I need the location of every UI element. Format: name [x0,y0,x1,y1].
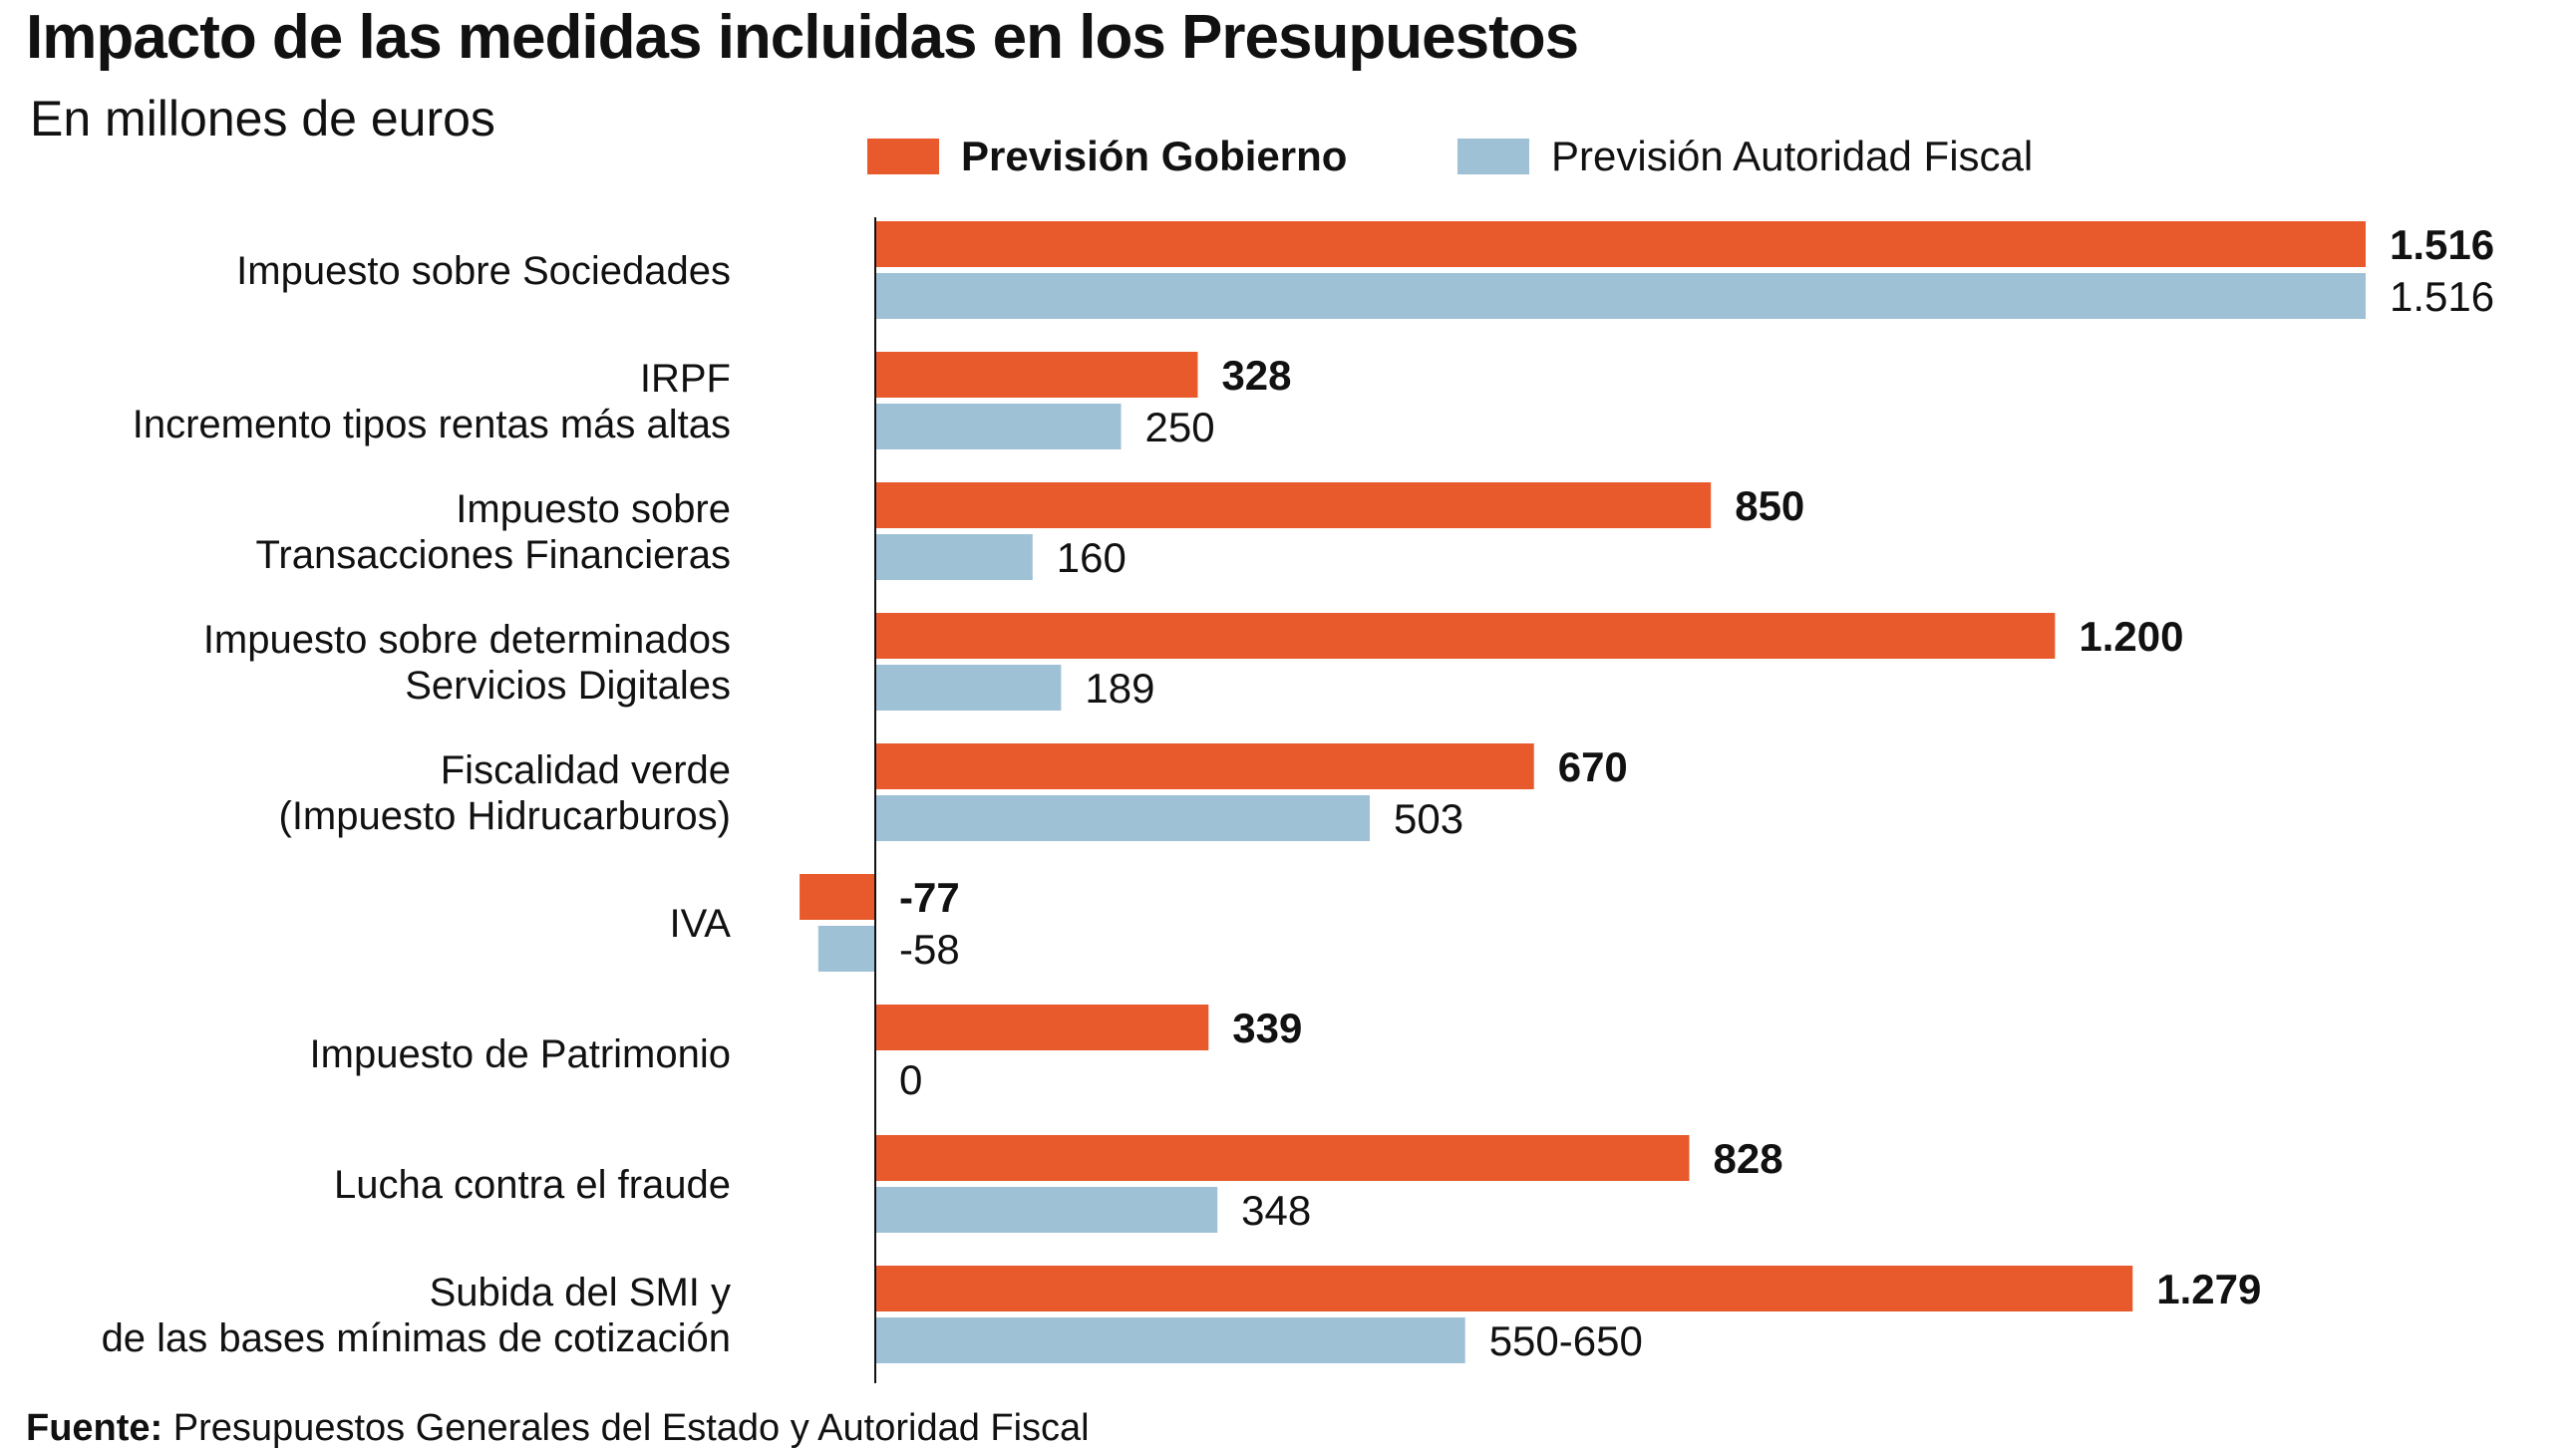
bar-gobierno [875,1005,1209,1050]
bar-gobierno [875,352,1198,398]
value-label-autoridad-fiscal: 250 [1145,404,1215,450]
category-label: (Impuesto Hidrucarburos) [279,794,732,838]
bar-gobierno [875,1266,2133,1311]
chart-subtitle: En millones de euros [30,91,495,146]
source-label: Fuente: [26,1407,163,1449]
category-label: Transacciones Financieras [255,533,731,577]
category-label: Impuesto sobre Sociedades [236,249,731,293]
value-label-gobierno: 1.200 [2079,613,2183,660]
chart-title: Impacto de las medidas incluidas en los … [26,3,1579,72]
value-label-gobierno: 828 [1714,1135,1783,1182]
category-label: Subida del SMI y [430,1271,731,1314]
category-label: IVA [669,902,731,946]
category-label: Incremento tipos rentas más altas [133,403,731,446]
source-text: Presupuestos Generales del Estado y Auto… [172,1407,1090,1449]
category-label: Lucha contra el fraude [334,1163,731,1207]
value-label-gobierno: 339 [1232,1005,1302,1051]
value-label-gobierno: 1.516 [2390,221,2494,268]
legend-swatch-gobierno [867,139,939,174]
category-label: IRPF [640,357,731,401]
category-label: Servicios Digitales [405,664,731,708]
bar-autoridad-fiscal [875,1187,1218,1233]
category-label: Impuesto sobre [456,487,731,531]
category-label: Impuesto de Patrimonio [310,1032,731,1076]
bar-autoridad-fiscal [875,534,1033,580]
bar-gobierno [875,482,1712,528]
value-label-autoridad-fiscal: -58 [899,926,960,973]
category-label: de las bases mínimas de cotización [102,1316,731,1360]
value-label-autoridad-fiscal: 1.516 [2390,273,2494,320]
value-label-gobierno: 1.279 [2156,1266,2261,1312]
value-label-autoridad-fiscal: 189 [1085,665,1154,712]
value-label-autoridad-fiscal: 503 [1394,795,1463,842]
value-label-gobierno: -77 [899,874,960,921]
bar-autoridad-fiscal [817,926,875,972]
value-label-gobierno: 328 [1221,352,1291,399]
bar-autoridad-fiscal [875,795,1371,841]
legend-item-autoridad-fiscal: Previsión Autoridad Fiscal [1457,132,2033,181]
value-label-autoridad-fiscal: 550-650 [1489,1317,1643,1364]
value-label-autoridad-fiscal: 348 [1241,1187,1311,1234]
bar-gobierno [800,874,875,920]
legend-label-gobierno: Previsión Gobierno [961,133,1348,179]
bar-gobierno [875,221,2366,267]
category-label: Fiscalidad verde [441,748,731,792]
bar-gobierno [875,743,1534,789]
legend-item-gobierno: Previsión Gobierno [867,132,1347,181]
value-label-gobierno: 850 [1735,482,1804,529]
legend-swatch-autoridad-fiscal [1457,139,1529,174]
bar-autoridad-fiscal [875,273,2366,319]
bar-autoridad-fiscal [875,665,1062,711]
bar-autoridad-fiscal [875,1317,1465,1363]
value-label-autoridad-fiscal: 0 [899,1056,922,1103]
bar-autoridad-fiscal [875,404,1122,449]
source-note: Fuente: Presupuestos Generales del Estad… [26,1407,1090,1450]
bar-gobierno [875,1135,1690,1181]
value-label-autoridad-fiscal: 160 [1057,534,1127,581]
value-label-gobierno: 670 [1558,743,1628,790]
category-label: Impuesto sobre determinados [203,618,731,662]
legend-label-autoridad-fiscal: Previsión Autoridad Fiscal [1551,133,2034,179]
bar-chart: Impuesto sobre Sociedades1.5161.516IRPFI… [102,217,2494,1383]
bar-gobierno [875,613,2056,659]
